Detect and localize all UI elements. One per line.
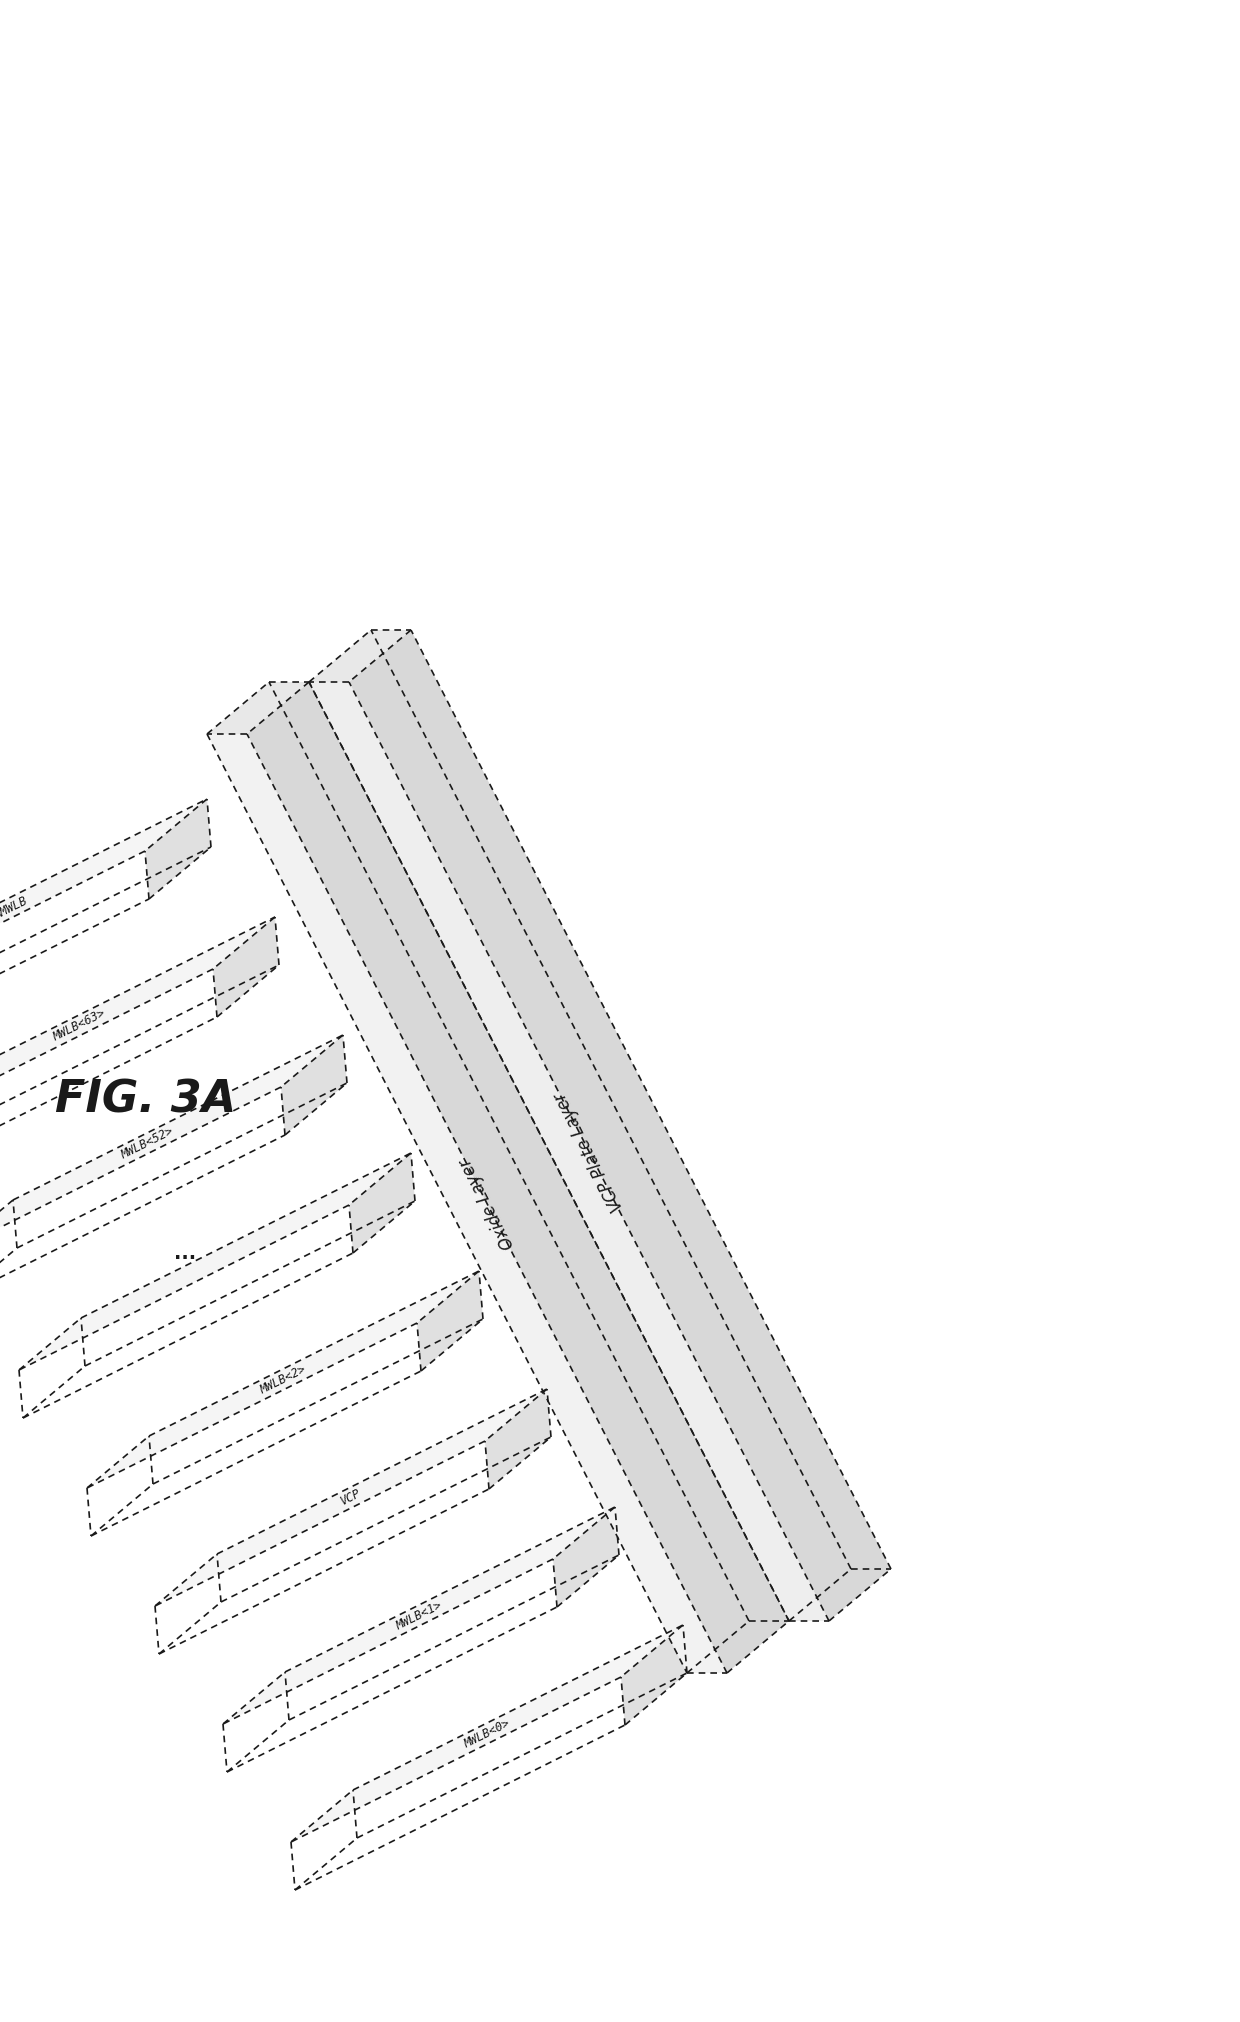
Text: FIG. 3A: FIG. 3A — [55, 1078, 237, 1122]
Polygon shape — [223, 1506, 615, 1725]
Polygon shape — [309, 631, 410, 681]
Text: MWLB<2>: MWLB<2> — [258, 1363, 309, 1397]
Polygon shape — [223, 1559, 557, 1771]
Polygon shape — [291, 1676, 625, 1891]
Polygon shape — [207, 681, 309, 734]
Text: ...: ... — [174, 1244, 196, 1264]
Text: MWLB<1>: MWLB<1> — [394, 1599, 444, 1632]
Polygon shape — [0, 1088, 285, 1300]
Polygon shape — [247, 681, 789, 1672]
Polygon shape — [19, 1205, 353, 1417]
Polygon shape — [0, 799, 207, 1015]
Polygon shape — [87, 1322, 422, 1537]
Polygon shape — [155, 1442, 489, 1654]
Polygon shape — [213, 918, 279, 1017]
Text: MWLB<63>: MWLB<63> — [51, 1007, 108, 1043]
Polygon shape — [207, 734, 727, 1672]
Polygon shape — [19, 1153, 410, 1371]
Polygon shape — [155, 1389, 547, 1605]
Polygon shape — [485, 1389, 551, 1488]
Polygon shape — [553, 1506, 619, 1607]
Polygon shape — [348, 631, 892, 1622]
Polygon shape — [0, 969, 217, 1183]
Polygon shape — [0, 851, 149, 1064]
Text: Oxide Layer: Oxide Layer — [456, 1155, 518, 1252]
Polygon shape — [0, 1035, 343, 1252]
Polygon shape — [0, 918, 275, 1134]
Polygon shape — [417, 1272, 484, 1371]
Polygon shape — [145, 799, 211, 900]
Polygon shape — [87, 1272, 479, 1488]
Polygon shape — [281, 1035, 347, 1134]
Text: MWLB<52>: MWLB<52> — [119, 1124, 175, 1163]
Text: RMWLB: RMWLB — [0, 894, 30, 922]
Text: MWLB<0>: MWLB<0> — [461, 1717, 512, 1751]
Polygon shape — [348, 1153, 415, 1254]
Polygon shape — [309, 681, 830, 1622]
Polygon shape — [291, 1626, 683, 1842]
Text: VCP Plate Layer: VCP Plate Layer — [551, 1088, 627, 1213]
Polygon shape — [621, 1626, 687, 1725]
Text: VCP: VCP — [339, 1486, 363, 1508]
